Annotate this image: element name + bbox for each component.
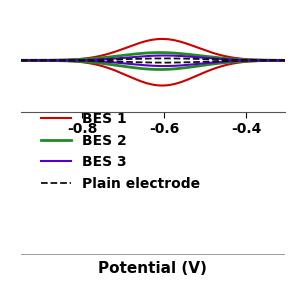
- Text: Potential (V): Potential (V): [98, 261, 207, 276]
- Legend: BES 1, BES 2, BES 3, Plain electrode: BES 1, BES 2, BES 3, Plain electrode: [41, 112, 201, 191]
